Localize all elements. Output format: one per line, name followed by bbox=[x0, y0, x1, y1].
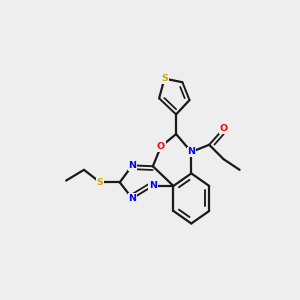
Text: S: S bbox=[97, 178, 104, 187]
Text: N: N bbox=[149, 182, 157, 190]
Text: O: O bbox=[157, 142, 165, 151]
Text: N: N bbox=[128, 161, 136, 170]
Text: N: N bbox=[128, 194, 136, 203]
Text: O: O bbox=[219, 124, 228, 133]
Text: N: N bbox=[187, 147, 195, 156]
Text: S: S bbox=[161, 74, 168, 83]
